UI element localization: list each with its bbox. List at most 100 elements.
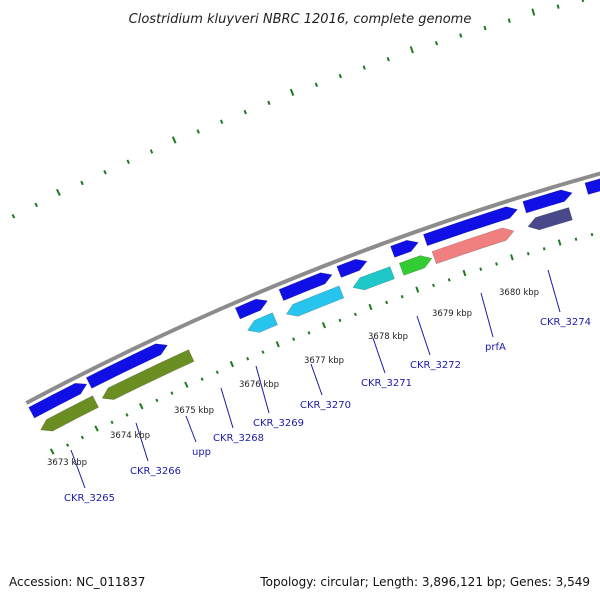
gc-inner-tick <box>229 360 235 368</box>
gc-inner-tick <box>139 403 144 410</box>
gc-inner-tick <box>110 420 114 425</box>
gc-inner-tick <box>338 318 342 323</box>
gene-arrow[interactable] <box>423 206 518 247</box>
gene-label[interactable]: CKR_3274 <box>540 317 591 328</box>
gc-outer-tick <box>362 65 366 70</box>
gene-arrow[interactable] <box>584 175 600 195</box>
gene-leader-line <box>480 292 494 338</box>
gc-outer-tick <box>556 4 560 9</box>
gene-arrow[interactable] <box>352 266 395 291</box>
gene-label[interactable]: CKR_3265 <box>64 493 115 504</box>
gene-arrow[interactable] <box>101 349 195 400</box>
gc-outer-tick <box>11 213 16 219</box>
gene-arrow[interactable] <box>398 255 433 276</box>
gc-outer-tick <box>34 202 38 208</box>
gc-inner-tick <box>368 303 373 311</box>
accession-label: Accession: NC_011837 <box>9 575 145 589</box>
gene-label[interactable]: prfA <box>485 342 506 353</box>
gene-arrow[interactable] <box>247 312 278 333</box>
genome-summary: Topology: circular; Length: 3,896,121 bp… <box>259 575 590 589</box>
backbone-line <box>25 171 600 405</box>
gc-inner-tick <box>49 448 55 455</box>
kbp-label: 3675 kbp <box>174 406 214 416</box>
gc-outer-tick <box>55 188 61 197</box>
gc-inner-tick <box>200 377 204 381</box>
kbp-label: 3676 kbp <box>239 380 279 390</box>
gc-inner-tick <box>479 267 483 271</box>
gc-inner-tick <box>526 252 530 256</box>
gc-inner-tick <box>215 370 219 375</box>
kbp-label: 3674 kbp <box>110 431 150 441</box>
gene-track <box>28 175 600 432</box>
gene-arrow[interactable] <box>285 285 345 317</box>
gc-inner-tick <box>353 312 357 317</box>
genome-backbone <box>25 171 600 405</box>
gc-inner-tick <box>590 232 594 237</box>
kbp-label: 3680 kbp <box>499 288 539 298</box>
gene-label[interactable]: CKR_3272 <box>410 360 461 371</box>
gene-label[interactable]: CKR_3270 <box>300 400 351 411</box>
gene-leader-line <box>70 449 86 489</box>
gc-inner-tick <box>462 269 467 277</box>
gc-inner-tick <box>495 262 498 266</box>
gc-outer-tick <box>289 88 295 96</box>
gene-leader-line <box>185 415 197 443</box>
gc-outer-tick <box>314 82 319 88</box>
gene-arrow[interactable] <box>431 227 515 265</box>
gene-arrow[interactable] <box>527 207 573 231</box>
gc-outer-tick <box>171 136 177 144</box>
gene-label[interactable]: CKR_3266 <box>130 466 181 477</box>
kbp-label: 3677 kbp <box>304 356 344 366</box>
gene-label[interactable]: upp <box>192 447 211 458</box>
gc-outer-tick <box>483 25 487 31</box>
gc-inner-tick <box>510 254 514 261</box>
gc-outer-tick <box>409 46 414 54</box>
gc-outer-tick <box>196 129 200 134</box>
gene-leader-line <box>547 269 561 313</box>
gene-label[interactable]: CKR_3268 <box>213 433 264 444</box>
gc-outer-tick <box>126 159 130 164</box>
kbp-label: 3679 kbp <box>432 309 472 319</box>
gc-outer-tick <box>531 8 536 16</box>
gc-inner-tick <box>170 391 174 395</box>
gene-arrow[interactable] <box>336 258 368 278</box>
gc-inner-tick <box>447 278 451 282</box>
gene-leader-line <box>255 365 270 414</box>
genome-title: Clostridium kluyveri NBRC 12016, complet… <box>129 12 472 27</box>
gc-inner-tick <box>94 425 99 432</box>
gc-outer-tick <box>386 56 390 62</box>
gc-inner-tick <box>574 237 578 241</box>
gc-inner-tick <box>292 337 296 341</box>
gene-label[interactable]: CKR_3269 <box>253 418 304 429</box>
gene-arrow[interactable] <box>522 189 573 214</box>
gc-inner-tick <box>432 283 435 288</box>
gc-outer-tick <box>267 100 271 106</box>
gc-inner-tick <box>321 322 327 329</box>
gene-arrow[interactable] <box>234 298 269 320</box>
gc-outer-tick <box>243 109 247 115</box>
gc-outer-tick <box>80 180 84 186</box>
gene-leader-line <box>416 315 431 356</box>
gc-inner-tick <box>80 435 84 440</box>
gene-arrow[interactable] <box>278 272 333 301</box>
kbp-label: 3678 kbp <box>368 332 408 342</box>
gene-arrow[interactable] <box>85 343 168 389</box>
gc-outer-tick <box>507 18 511 23</box>
gene-leader-line <box>310 363 323 396</box>
gc-outer-tick <box>459 33 463 38</box>
gc-inner-tick <box>275 341 280 348</box>
gene-arrow[interactable] <box>390 239 419 258</box>
gene-arrow[interactable] <box>40 395 99 432</box>
gc-skew-inner-track <box>49 232 594 455</box>
gc-outer-tick <box>219 119 224 124</box>
gene-leader-line <box>220 387 234 429</box>
gc-inner-tick <box>66 443 70 447</box>
gc-inner-tick <box>307 331 311 335</box>
gc-outer-tick <box>149 149 154 154</box>
gene-label[interactable]: CKR_3271 <box>361 378 412 389</box>
gene-arrow[interactable] <box>28 382 88 419</box>
gene-leader-line <box>135 422 149 462</box>
gc-skew-outer-track <box>11 0 585 219</box>
